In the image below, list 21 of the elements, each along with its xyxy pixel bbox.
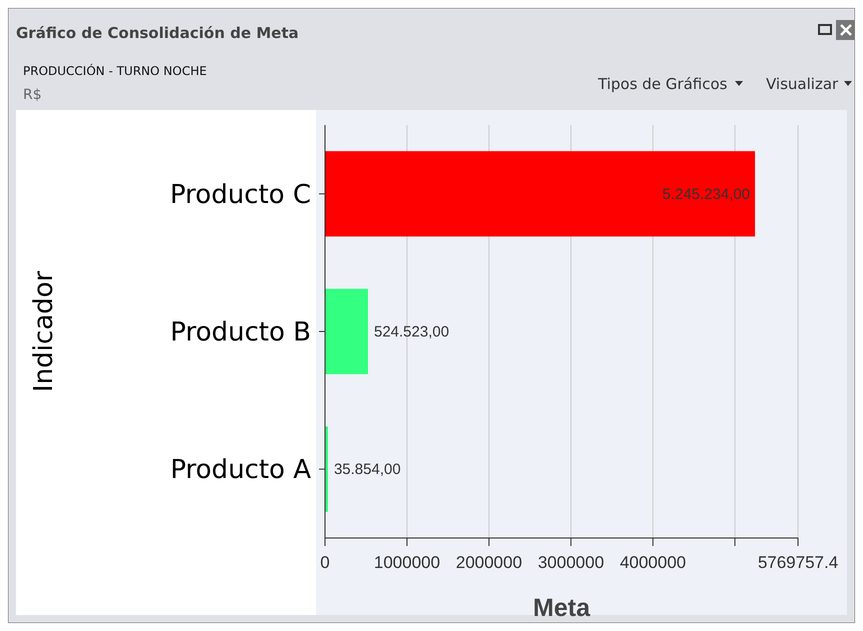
bar	[325, 288, 368, 374]
x-tick-label: 1000000	[374, 553, 440, 572]
x-tick-label: 5769757.4	[758, 553, 838, 572]
data-label: 35.854,00	[334, 461, 401, 478]
x-tick-label: 3000000	[538, 553, 604, 572]
text: Gráfico de Consolidación de Meta	[16, 24, 299, 42]
text: Tipos de Gráficos	[597, 75, 728, 93]
y-tick-label: Producto C	[170, 180, 311, 210]
data-label: 524.523,00	[374, 324, 450, 340]
y-tick-label: Producto B	[170, 318, 311, 348]
x-axis-title: Meta	[533, 594, 592, 622]
text: R$	[23, 87, 42, 103]
x-tick-label: 2000000	[456, 553, 522, 572]
data-label: 5.245.234,00	[662, 186, 750, 203]
text: Visualizar	[766, 75, 840, 93]
x-tick-label: 4000000	[620, 553, 686, 572]
y-tick-label: Producto A	[170, 455, 312, 486]
bar	[325, 151, 755, 237]
x-tick-label: 0	[320, 553, 330, 572]
text: PRODUCCIÓN - TURNO NOCHE	[23, 63, 207, 78]
y-axis-title: Indicador	[29, 270, 59, 392]
